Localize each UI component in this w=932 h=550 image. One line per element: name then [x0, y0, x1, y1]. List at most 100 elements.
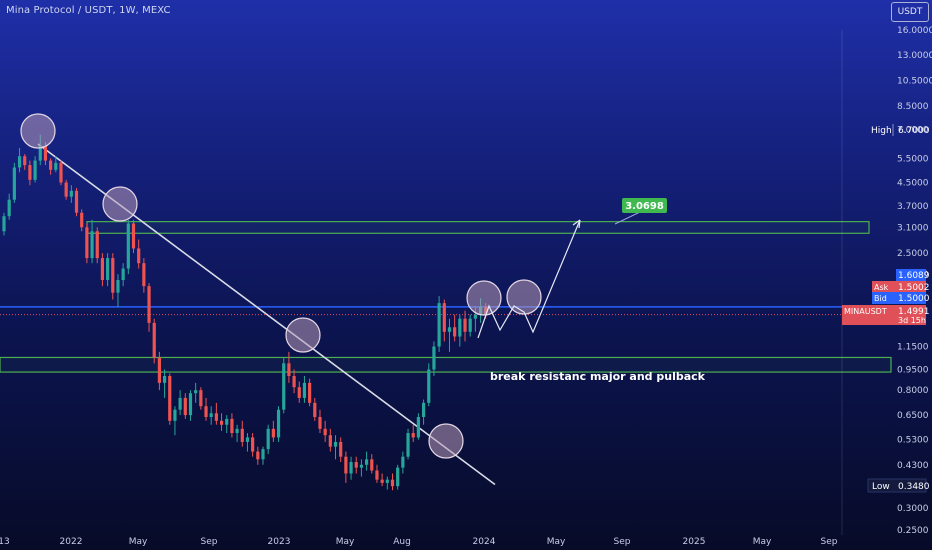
candle-up: [427, 369, 431, 403]
time-tick-label: May: [753, 537, 772, 547]
candle-down: [214, 413, 218, 421]
candle-down: [370, 459, 374, 471]
symbol-price-label-value-box: [896, 305, 926, 325]
candle-up: [302, 382, 307, 398]
time-tick-label: 2024: [473, 537, 496, 547]
bid-price-label-box: [872, 292, 896, 304]
price-tick-label: 13.0000: [897, 51, 932, 61]
candle-down: [375, 470, 379, 480]
candle-up: [437, 303, 441, 347]
candle-down: [111, 258, 115, 293]
candle-down: [390, 479, 395, 487]
candle-up: [235, 428, 239, 434]
candle-down: [463, 318, 467, 332]
price-tick-label: 0.9500: [897, 366, 929, 376]
candle-up: [225, 418, 229, 425]
candle-up: [17, 156, 22, 168]
time-tick-label: Sep: [614, 537, 631, 547]
price-tick-label: 3.7000: [897, 202, 929, 212]
candle-down: [339, 441, 343, 457]
bid-price-label-value-box: [896, 292, 926, 304]
candle-down: [131, 223, 136, 249]
highlight-circle[interactable]: [102, 186, 138, 222]
symbol-price-label-box: [842, 305, 896, 325]
candle-down: [80, 212, 84, 228]
candle-up: [276, 409, 281, 438]
time-tick-label: 2023: [268, 537, 291, 547]
annotation-note: break resistanc major and pulback: [490, 370, 706, 383]
candle-down: [59, 162, 63, 183]
price-tick-label: 1.1500: [897, 343, 929, 353]
candle-down: [219, 420, 224, 425]
candle-up: [406, 433, 410, 457]
price-tick-label: 16.0000: [897, 26, 932, 36]
low-label-box: [867, 478, 927, 493]
candle-down: [199, 390, 203, 407]
candle-up: [333, 441, 338, 447]
candle-up: [468, 318, 472, 332]
candle-up: [12, 167, 16, 200]
candle-up: [2, 216, 6, 232]
price-tick-label: 0.8000: [897, 386, 929, 396]
ask-price-label-value: 1.5002: [898, 283, 930, 293]
demand-zone: [0, 356, 892, 373]
candle-up: [116, 280, 120, 293]
candle-down: [411, 433, 415, 438]
highlight-circle[interactable]: [466, 280, 502, 316]
candle-down: [152, 322, 156, 358]
candle-up: [54, 162, 58, 170]
ask-price-label-value-box: [896, 281, 926, 293]
candle-down: [28, 165, 32, 180]
ask-price-label-box: [872, 281, 896, 293]
candle-up: [173, 409, 177, 421]
time-tick-label: Aug: [393, 537, 411, 547]
candle-down: [271, 428, 275, 438]
price-tick-label: 2.5000: [897, 249, 929, 259]
candle-up: [69, 190, 73, 197]
candle-down: [328, 435, 332, 447]
candle-down: [204, 406, 208, 417]
highlight-circle[interactable]: [20, 113, 56, 149]
price-tick-label: 4.5000: [897, 179, 929, 189]
candle-up: [447, 327, 452, 332]
candle-down: [380, 479, 384, 483]
highlight-circle[interactable]: [428, 423, 464, 459]
target-label-box[interactable]: [622, 198, 667, 213]
candle-up: [33, 160, 37, 180]
candle-up: [365, 459, 369, 465]
high-tag: High: [871, 126, 892, 136]
candle-down: [318, 416, 322, 429]
candle-up: [178, 397, 182, 410]
highlight-circle[interactable]: [285, 317, 321, 353]
projection-path: [477, 219, 581, 339]
candle-down: [323, 428, 327, 436]
time-tick-label: May: [336, 537, 355, 547]
time-tick-label: 2022: [60, 537, 83, 547]
time-tick-label: Sep: [821, 537, 838, 547]
candle-down: [442, 303, 446, 332]
candle-down: [100, 258, 105, 280]
price-tick-label: 0.2500: [897, 526, 929, 536]
candle-up: [90, 231, 94, 259]
highlight-circle[interactable]: [506, 279, 542, 315]
candle-up: [194, 390, 198, 394]
price-tick-label: 8.5000: [897, 102, 929, 112]
candle-up: [188, 393, 193, 416]
candle-up: [7, 199, 11, 217]
price-tick-label: 10.5000: [897, 77, 932, 87]
candle-down: [313, 402, 317, 417]
high-value: 6.7000: [898, 126, 930, 136]
candle-up: [106, 258, 110, 280]
candle-down: [157, 357, 161, 383]
candle-up: [162, 376, 167, 383]
candle-down: [147, 286, 151, 323]
currency-button[interactable]: USDT: [891, 2, 929, 22]
candle-up: [266, 428, 270, 450]
candle-up: [432, 346, 436, 370]
candle-down: [168, 376, 172, 421]
candle-up: [458, 318, 462, 337]
candle-up: [401, 456, 405, 468]
symbol-price-label-tag: MINAUSDT: [844, 307, 887, 316]
